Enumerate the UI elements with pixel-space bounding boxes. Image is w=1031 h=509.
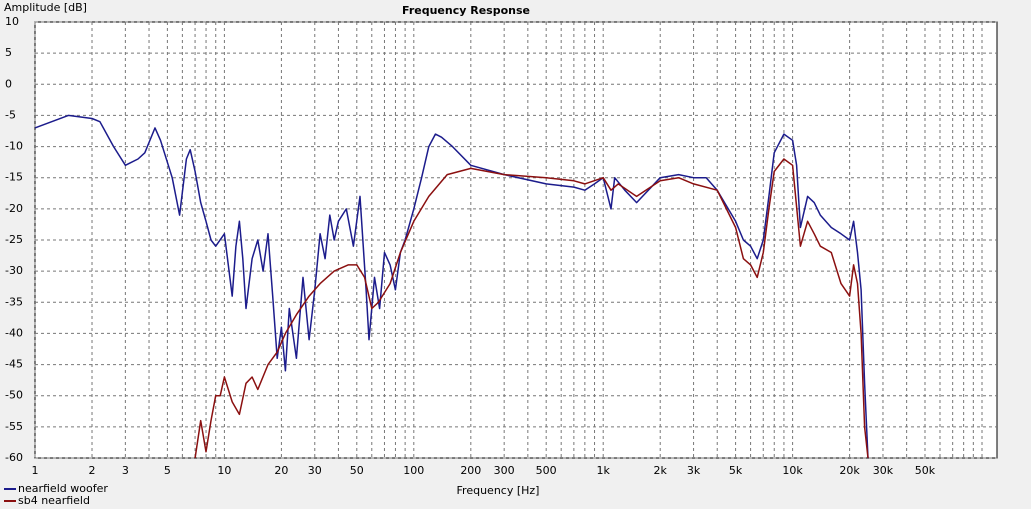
x-tick-label: 2 <box>89 464 96 477</box>
x-tick-label: 20 <box>274 464 288 477</box>
y-axis-label: Amplitude [dB] <box>4 1 87 14</box>
series-line <box>35 114 869 458</box>
x-tick-label: 30 <box>308 464 322 477</box>
legend-label: nearfield woofer <box>18 482 108 495</box>
y-tick-label: -55 <box>5 420 23 433</box>
y-tick-label: -60 <box>5 451 23 464</box>
y-tick-label: 5 <box>5 46 12 59</box>
y-tick-label: -5 <box>5 108 16 121</box>
x-tick-label: 5k <box>729 464 743 477</box>
y-tick-label: -50 <box>5 389 23 402</box>
x-tick-label: 500 <box>536 464 557 477</box>
x-tick-label: 5 <box>164 464 171 477</box>
x-tick-label: 20k <box>839 464 860 477</box>
y-tick-label: -35 <box>5 295 23 308</box>
y-tick-label: -40 <box>5 326 23 339</box>
x-tick-label: 1k <box>597 464 611 477</box>
x-tick-label: 50 <box>350 464 364 477</box>
x-tick-label: 10 <box>217 464 231 477</box>
y-tick-label: -10 <box>5 140 23 153</box>
x-tick-label: 10k <box>782 464 803 477</box>
y-tick-label: -25 <box>5 233 23 246</box>
x-tick-label: 100 <box>403 464 424 477</box>
y-tick-label: -15 <box>5 171 23 184</box>
x-tick-label: 50k <box>915 464 936 477</box>
x-tick-label: 2k <box>654 464 668 477</box>
x-axis-label: Frequency [Hz] <box>457 484 540 497</box>
x-tick-label: 300 <box>494 464 515 477</box>
x-tick-label: 3 <box>122 464 129 477</box>
y-tick-label: -20 <box>5 202 23 215</box>
y-tick-label: -30 <box>5 264 23 277</box>
series-line <box>194 158 869 458</box>
y-tick-label: -45 <box>5 358 23 371</box>
series-group <box>35 114 869 458</box>
legend-label: sb4 nearfield <box>18 494 90 507</box>
y-tick-label: 0 <box>5 77 12 90</box>
x-tick-label: 3k <box>687 464 701 477</box>
x-tick-label: 200 <box>460 464 481 477</box>
x-tick-label: 30k <box>873 464 894 477</box>
grid <box>34 21 997 459</box>
x-tick-label: 1 <box>32 464 39 477</box>
y-tick-label: 10 <box>5 15 19 28</box>
chart-title: Frequency Response <box>402 4 530 17</box>
